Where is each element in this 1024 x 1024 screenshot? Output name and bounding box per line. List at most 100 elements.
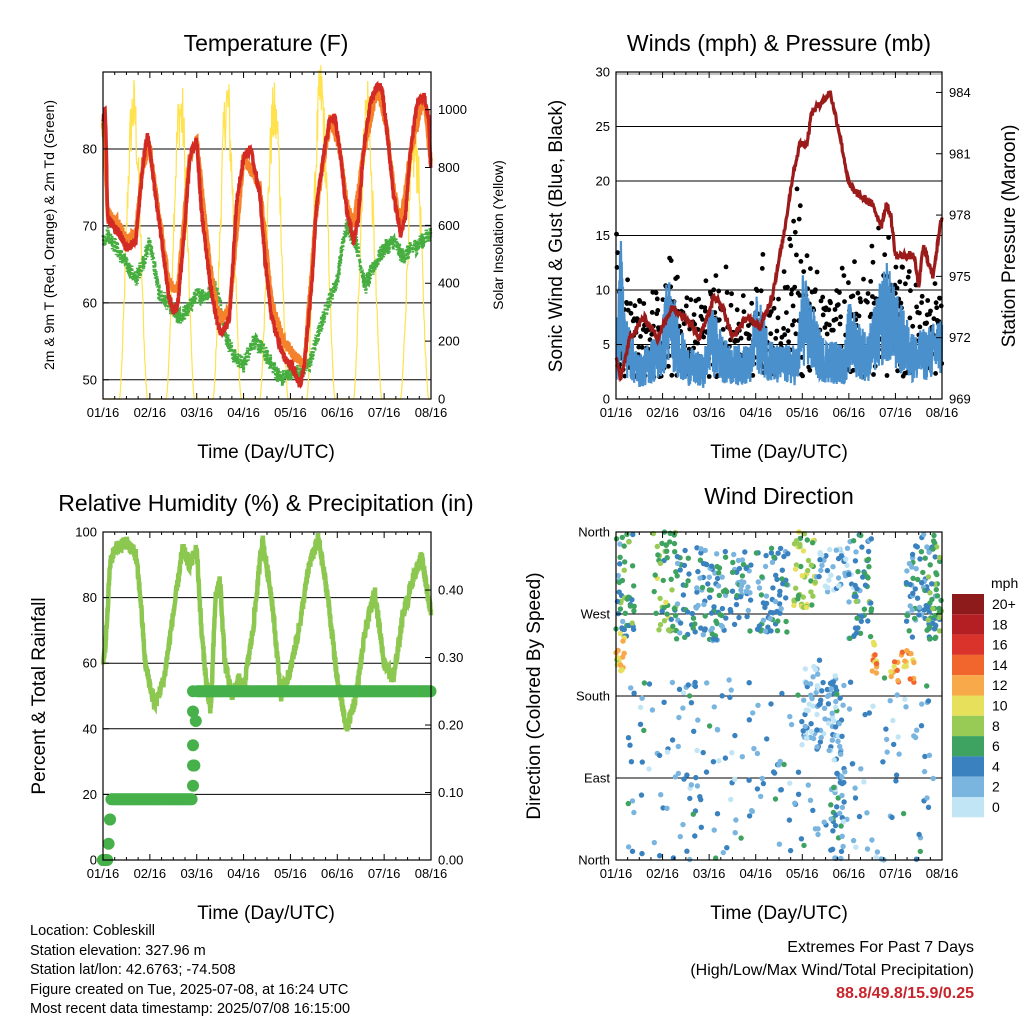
y-tick-label: 15 (596, 228, 610, 243)
direction-point (804, 735, 810, 741)
direction-point (871, 642, 878, 648)
gust-point (684, 295, 690, 301)
gust-point (914, 304, 919, 310)
direction-point (849, 761, 856, 767)
y-tick-label: 10 (596, 283, 610, 298)
direction-point (801, 697, 807, 703)
legend-label: 2 (992, 779, 1000, 795)
direction-point (907, 603, 913, 609)
direction-point (881, 675, 888, 681)
direction-point (812, 826, 819, 832)
direction-point (754, 626, 761, 632)
direction-point (832, 822, 839, 829)
direction-point (626, 539, 632, 545)
gust-point (683, 303, 689, 309)
direction-point (805, 557, 812, 564)
direction-point (702, 547, 708, 554)
direction-point (695, 602, 701, 609)
direction-point (805, 782, 811, 788)
direction-point (768, 609, 774, 616)
direction-point (704, 680, 710, 686)
direction-point (710, 636, 717, 642)
gust-point (749, 300, 755, 306)
gust-point (624, 301, 630, 306)
direction-point (717, 611, 723, 618)
temperature-ylabel-left: 2m & 9m T (Red, Orange) & 2m Td (Green) (41, 100, 57, 370)
direction-point (791, 602, 797, 609)
x-tick-label: 08/16 (926, 405, 959, 420)
direction-point (628, 685, 634, 691)
direction-point (759, 775, 765, 782)
direction-point (695, 568, 701, 575)
gust-point (808, 266, 813, 271)
direction-point (676, 686, 683, 692)
direction-point (812, 579, 818, 585)
direction-point (760, 780, 767, 787)
direction-point (807, 797, 814, 803)
direction-point (862, 711, 868, 718)
legend-swatch (952, 695, 984, 716)
gust-point (800, 373, 805, 379)
direction-point (802, 711, 808, 718)
direction-point (706, 587, 713, 593)
direction-point (852, 795, 859, 801)
y-tick-label: 70 (83, 218, 97, 233)
direction-point (926, 624, 933, 630)
direction-point (674, 573, 680, 579)
direction-point (785, 551, 791, 557)
direction-point (859, 544, 865, 550)
gust-point (768, 331, 774, 337)
direction-point (936, 605, 942, 612)
gust-point (681, 321, 687, 327)
direction-point (711, 604, 717, 610)
direction-point (866, 710, 872, 716)
direction-point (745, 584, 751, 590)
x-tick-label: 06/16 (833, 866, 866, 881)
direction-point (756, 585, 763, 591)
y2-tick-label: 1000 (438, 102, 467, 117)
direction-point (891, 659, 898, 665)
direction-point (667, 539, 673, 545)
direction-point (654, 543, 660, 550)
direction-point (824, 693, 831, 699)
direction-point (819, 552, 825, 559)
direction-point (726, 677, 732, 683)
direction-point (910, 575, 916, 581)
gust-point (868, 279, 874, 284)
direction-point (682, 547, 688, 554)
direction-panel: Wind Direction Time (Day/UTC) Direction … (524, 483, 1018, 924)
direction-point (843, 556, 849, 562)
direction-cluster (625, 675, 936, 863)
direction-point (664, 611, 670, 617)
gust-point (905, 274, 911, 280)
gust-point (793, 331, 799, 337)
direction-point (829, 710, 835, 716)
direction-point (698, 550, 704, 556)
direction-point (899, 649, 906, 655)
direction-point (736, 565, 743, 572)
station-info: Location: Cobleskill Station elevation: … (30, 922, 350, 1020)
direction-point (830, 828, 836, 834)
direction-point (917, 556, 923, 562)
gust-point (792, 284, 798, 290)
direction-point (657, 853, 663, 859)
legend-swatch (952, 736, 984, 757)
direction-point (787, 713, 793, 720)
y-tick-label: 60 (83, 295, 97, 310)
gust-point (622, 373, 628, 379)
direction-point (631, 608, 637, 614)
direction-cluster (869, 639, 880, 676)
direction-point (864, 846, 871, 852)
direction-legend: 20+ 18 16 14 12 10 8 6 4 2 0 (952, 594, 1016, 818)
direction-point (809, 540, 816, 546)
gust-point (938, 303, 944, 309)
direction-point (922, 555, 928, 561)
gust-point (691, 312, 697, 317)
direction-point (664, 555, 670, 561)
gust-point (837, 290, 842, 295)
direction-point (672, 549, 678, 555)
gust-point (785, 328, 791, 334)
direction-point (903, 579, 910, 586)
gust-point (797, 293, 803, 298)
direction-point (620, 654, 626, 660)
